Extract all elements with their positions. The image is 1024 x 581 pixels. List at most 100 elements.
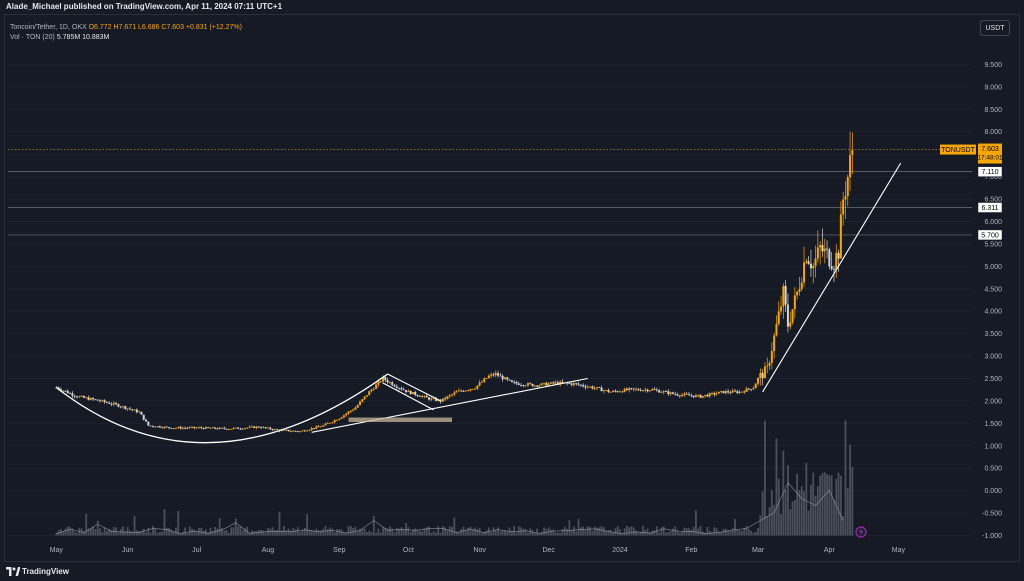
trendline xyxy=(311,377,588,433)
candle-body xyxy=(264,427,267,428)
volume-bar xyxy=(389,526,391,536)
volume-bar xyxy=(170,529,173,536)
candle-body xyxy=(602,390,605,392)
candle-body xyxy=(308,429,311,431)
volume-bar xyxy=(379,532,382,536)
candle-body xyxy=(329,422,332,424)
candle-body xyxy=(568,383,571,385)
candle-body xyxy=(117,404,120,407)
volume-bar xyxy=(501,530,504,536)
candle-body xyxy=(352,409,355,411)
symbol-line: Toncoin/Tether, 1D, OKX xyxy=(10,24,87,31)
candle-body xyxy=(80,395,83,397)
volume-bar xyxy=(172,531,175,536)
volume-bar xyxy=(345,532,348,536)
candle-body xyxy=(243,428,246,429)
volume-bar xyxy=(432,531,435,536)
candle-body xyxy=(623,388,626,392)
volume-bar xyxy=(375,532,378,536)
candle-body xyxy=(193,426,196,428)
candle-body xyxy=(665,391,668,393)
volume-bar xyxy=(368,530,371,536)
candle-body xyxy=(487,375,490,379)
currency-button[interactable]: USDT xyxy=(980,20,1010,36)
candle-body xyxy=(89,398,92,400)
candle-body xyxy=(409,390,412,395)
volume-bar xyxy=(356,530,359,536)
candle-body xyxy=(757,377,760,384)
candle-body xyxy=(635,389,638,390)
candle-body xyxy=(255,426,258,429)
candle-body xyxy=(382,377,385,382)
candle-body xyxy=(499,375,502,377)
volume-bar xyxy=(807,510,810,536)
symbol-legend[interactable]: Toncoin/Tether, 1D, OKX O6.772 H7.671 L6… xyxy=(10,24,242,31)
candle-body xyxy=(115,403,118,405)
volume-bar xyxy=(625,525,628,536)
volume-bar xyxy=(540,531,543,536)
candle-body xyxy=(448,395,451,397)
volume-bar xyxy=(227,532,230,536)
volume-bar xyxy=(849,444,851,536)
candle-body xyxy=(460,390,463,392)
candle-body xyxy=(704,394,707,396)
candle-body xyxy=(791,309,794,323)
candle-body xyxy=(720,391,723,392)
volume-bar xyxy=(359,528,361,536)
volume-bar xyxy=(741,531,743,536)
volume-bar xyxy=(283,525,285,536)
candle-body xyxy=(317,426,320,428)
volume-bar xyxy=(476,529,479,536)
volume-bar xyxy=(184,527,187,536)
volume-bar xyxy=(743,528,746,536)
candle-body xyxy=(556,382,559,385)
time-tick-label: Nov xyxy=(473,547,486,554)
candle-body xyxy=(333,420,336,423)
volume-bar xyxy=(770,490,773,536)
volume-bar xyxy=(658,532,661,536)
volume-bar xyxy=(131,531,134,536)
volume-bar xyxy=(575,531,578,536)
volume-bar xyxy=(66,526,69,536)
candle-body xyxy=(220,427,223,429)
volume-bar xyxy=(124,531,127,536)
volume-bar xyxy=(593,526,596,536)
candle-body xyxy=(761,373,764,379)
volume-bar xyxy=(577,518,580,536)
volume-bar xyxy=(736,529,739,536)
candle-body xyxy=(676,394,679,396)
lightning-icon[interactable] xyxy=(855,526,867,538)
candle-body xyxy=(595,387,598,389)
volume-bar xyxy=(303,527,306,536)
candle-body xyxy=(681,394,684,396)
candle-body xyxy=(745,388,748,392)
volume-bar xyxy=(826,473,828,536)
candle-body xyxy=(377,381,380,385)
volume-bar xyxy=(135,530,138,536)
candle-body xyxy=(837,252,840,259)
volume-bar xyxy=(225,529,228,536)
candle-body xyxy=(474,388,477,390)
volume-bar xyxy=(444,527,447,536)
volume-bar xyxy=(129,530,131,536)
volume-bar xyxy=(101,532,104,536)
volume-bar xyxy=(343,532,345,536)
candle-body xyxy=(582,385,585,387)
volume-legend[interactable]: Vol · TON (20) 5.785M 10.883M xyxy=(10,34,109,41)
candle-body xyxy=(310,428,313,430)
candle-body xyxy=(365,395,368,397)
candle-body xyxy=(411,391,414,395)
volume-bar xyxy=(513,526,516,536)
candle-body xyxy=(660,392,663,394)
volume-bar xyxy=(285,530,288,536)
volume-bar xyxy=(106,530,108,536)
candle-body xyxy=(844,196,847,200)
candle-body xyxy=(306,430,309,432)
volume-bar xyxy=(435,532,437,536)
volume-bar xyxy=(704,532,707,536)
volume-bar xyxy=(398,528,401,536)
volume-bar xyxy=(752,532,755,536)
candle-body xyxy=(230,428,233,430)
volume-bar xyxy=(186,532,189,536)
